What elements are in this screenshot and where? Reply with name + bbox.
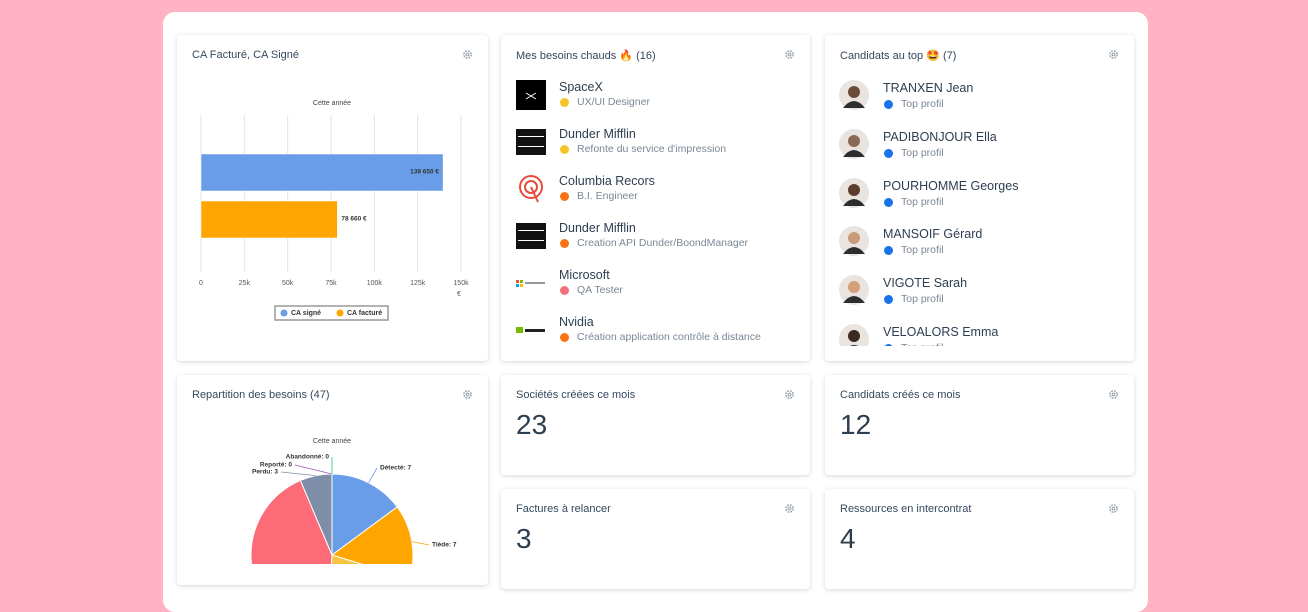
avatar bbox=[839, 324, 869, 346]
list: TRANXEN Jean Top profil PADIBONJOUR Ella To… bbox=[825, 75, 1134, 346]
tag-dot bbox=[884, 295, 893, 305]
card-title: Repartition des besoins (47) bbox=[192, 389, 330, 401]
settings-icon[interactable] bbox=[784, 49, 795, 60]
list-item[interactable]: Dunder Mifflin Refonte du service d'impre… bbox=[501, 122, 810, 166]
need-title: QA Tester bbox=[577, 284, 623, 296]
settings-icon[interactable] bbox=[462, 49, 473, 60]
list-item[interactable]: Dunder Mifflin Creation API Dunder/BoondM… bbox=[501, 216, 810, 260]
list-item[interactable]: TRANXEN Jean Top profil bbox=[825, 75, 1134, 119]
status-dot bbox=[560, 333, 569, 342]
settings-icon[interactable] bbox=[1108, 503, 1119, 514]
card-title: Sociétés créées ce mois bbox=[516, 389, 636, 401]
stat-card: Factures à relancer 3 bbox=[501, 489, 810, 589]
tag-dot bbox=[884, 148, 893, 158]
avatar bbox=[839, 226, 869, 257]
need-title: Création application contrôle à distance bbox=[577, 331, 761, 343]
candidate-name: MANSOIF Gérard bbox=[883, 227, 983, 242]
candidate-tag: Top profil bbox=[901, 244, 944, 257]
stat-value: 4 bbox=[840, 523, 856, 554]
avatar bbox=[839, 80, 869, 110]
status-dot bbox=[560, 239, 569, 248]
list-item[interactable]: VELOALORS Emma Top profil bbox=[825, 319, 1134, 346]
list: SpaceX UX/UI Designer Dunder Mifflin Refont… bbox=[501, 75, 810, 345]
card-title: Ressources en intercontrat bbox=[840, 503, 972, 515]
stat-value: 3 bbox=[516, 523, 532, 554]
company-logo bbox=[516, 80, 546, 110]
company-name: Columbia Recors bbox=[559, 174, 655, 188]
stat-card: Sociétés créées ce mois 23 bbox=[501, 375, 810, 475]
candidate-name: PADIBONJOUR Ella bbox=[883, 129, 997, 144]
status-dot bbox=[560, 286, 569, 295]
list-item[interactable]: POURHOMME Georges Top profil bbox=[825, 173, 1134, 217]
list-item[interactable]: SpaceX UX/UI Designer bbox=[501, 75, 810, 119]
card-title: Mes besoins chauds 🔥 (16) bbox=[516, 50, 656, 62]
avatar bbox=[839, 128, 869, 159]
tag-dot bbox=[884, 344, 893, 346]
company-name: Dunder Mifflin bbox=[559, 221, 636, 235]
tag-dot bbox=[884, 197, 893, 207]
need-title: Creation API Dunder/BoondManager bbox=[577, 237, 749, 249]
company-name: Nvidia bbox=[559, 315, 594, 329]
need-title: UX/UI Designer bbox=[577, 96, 650, 108]
card-title: Candidats au top 🤩 (7) bbox=[840, 50, 957, 62]
card: Mes besoins chauds 🔥 (16) SpaceX UX/UI De… bbox=[501, 35, 810, 361]
card-title: Factures à relancer bbox=[516, 503, 611, 515]
card-title: Candidats créés ce mois bbox=[840, 389, 961, 401]
candidate-tag: Top profil bbox=[901, 342, 944, 346]
status-dot bbox=[560, 145, 569, 154]
card: Repartition des besoins (47) bbox=[177, 375, 488, 585]
status-dot bbox=[560, 98, 569, 107]
avatar bbox=[839, 275, 869, 306]
stat-card: Candidats créés ce mois 12 bbox=[825, 375, 1134, 475]
stat-value: 23 bbox=[516, 409, 548, 440]
company-logo bbox=[516, 327, 545, 333]
candidate-tag: Top profil bbox=[901, 146, 944, 159]
card: Candidats au top 🤩 (7) TRANXEN Jean Top p… bbox=[825, 35, 1134, 361]
list-item[interactable]: Nvidia Création application contrôle à di… bbox=[501, 310, 810, 354]
list-item[interactable]: MANSOIF Gérard Top profil bbox=[825, 221, 1134, 265]
company-name: Dunder Mifflin bbox=[559, 127, 636, 141]
list-item[interactable]: Microsoft QA Tester bbox=[501, 263, 810, 307]
settings-icon[interactable] bbox=[462, 389, 473, 400]
need-title: B.I. Engineer bbox=[577, 190, 638, 202]
list-item[interactable]: VIGOTE Sarah Top profil bbox=[825, 270, 1134, 314]
candidate-tag: Top profil bbox=[901, 98, 944, 110]
company-logo bbox=[519, 175, 543, 203]
list-item[interactable]: PADIBONJOUR Ella Top profil bbox=[825, 124, 1134, 168]
candidate-tag: Top profil bbox=[901, 293, 944, 306]
company-name: Microsoft bbox=[559, 268, 610, 282]
need-title: Refonte du service d'impression bbox=[577, 143, 727, 155]
candidate-name: VIGOTE Sarah bbox=[883, 276, 968, 291]
settings-icon[interactable] bbox=[1108, 389, 1119, 400]
stat-card: Ressources en intercontrat 4 bbox=[825, 489, 1134, 589]
settings-icon[interactable] bbox=[784, 503, 795, 514]
candidate-name: TRANXEN Jean bbox=[883, 81, 974, 95]
tag-dot bbox=[884, 246, 893, 256]
company-name: SpaceX bbox=[559, 80, 603, 94]
company-logo bbox=[516, 127, 546, 157]
company-logo bbox=[516, 280, 545, 287]
stat-value: 12 bbox=[840, 409, 872, 440]
settings-icon[interactable] bbox=[1108, 49, 1119, 60]
page: { "chart_data": [ {"type":"bar","orienta… bbox=[163, 12, 1148, 612]
tag-dot bbox=[884, 100, 893, 109]
list-item[interactable]: Columbia Recors B.I. Engineer bbox=[501, 169, 810, 213]
avatar bbox=[839, 177, 869, 208]
company-logo bbox=[516, 221, 546, 251]
candidate-name: POURHOMME Georges bbox=[883, 178, 1019, 193]
candidate-name: VELOALORS Emma bbox=[883, 325, 999, 339]
card-title: CA Facturé, CA Signé bbox=[192, 49, 299, 61]
settings-icon[interactable] bbox=[784, 389, 795, 400]
card: CA Facturé, CA Signé bbox=[177, 35, 488, 361]
status-dot bbox=[560, 192, 569, 201]
candidate-tag: Top profil bbox=[901, 195, 944, 208]
